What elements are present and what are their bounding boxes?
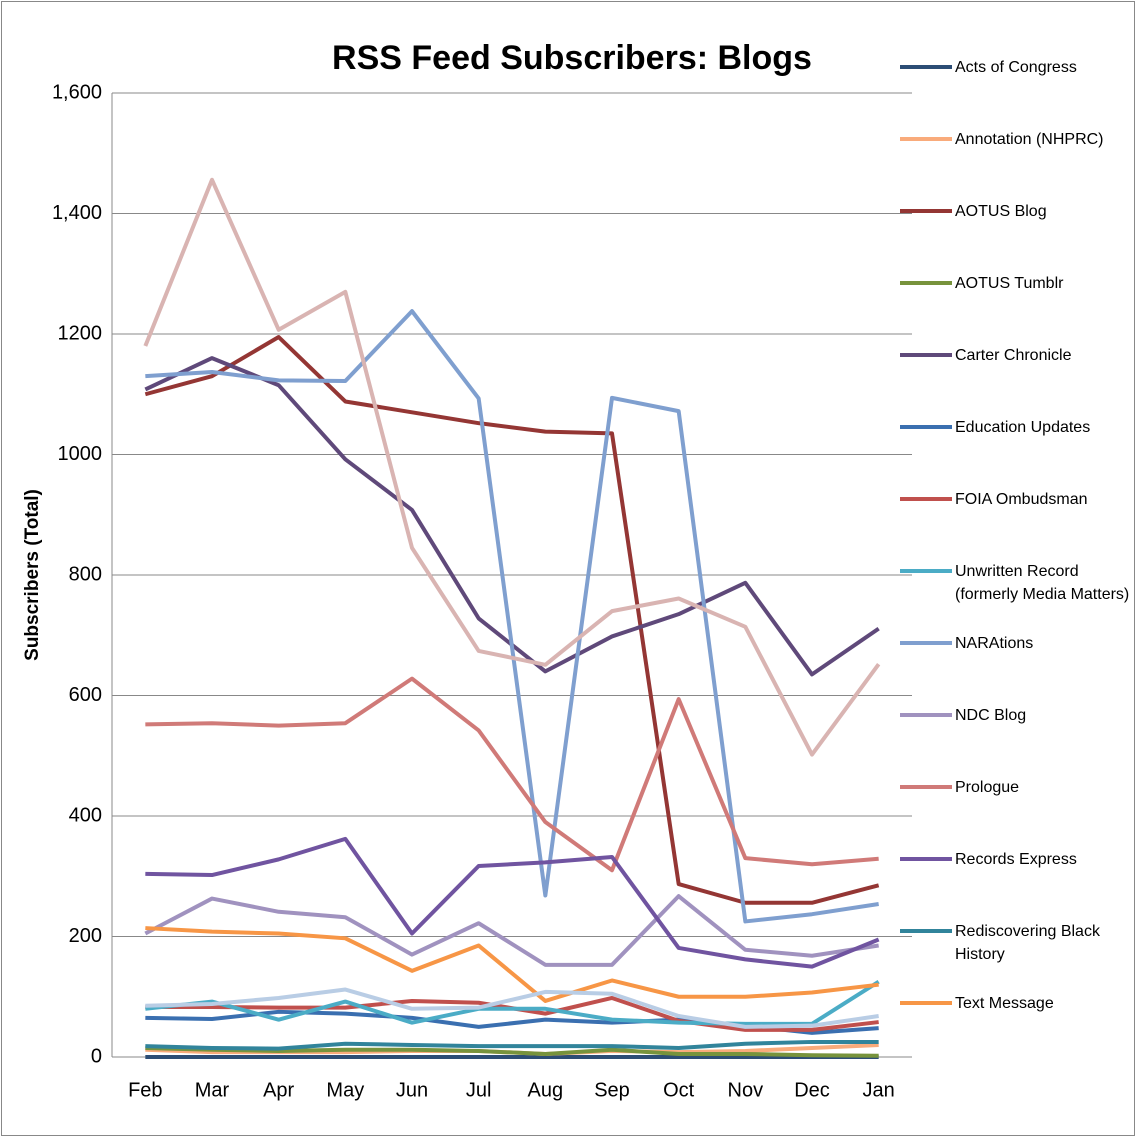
legend-label: NARAtions <box>955 634 1034 652</box>
legend-label: FOIA Ombudsman <box>955 490 1088 508</box>
legend-label: Text Message <box>955 994 1054 1012</box>
y-tick-label: 1200 <box>58 322 103 344</box>
y-tick-label: 200 <box>69 925 102 947</box>
legend-label: Records Express <box>955 850 1077 868</box>
legend-label: NDC Blog <box>955 706 1027 724</box>
x-tick-label: Sep <box>594 1079 630 1101</box>
x-tick-label: Oct <box>663 1079 695 1101</box>
series-line <box>144 335 880 905</box>
y-tick-label: 1000 <box>58 443 103 465</box>
y-tick-label: 400 <box>69 804 102 826</box>
x-tick-label: Apr <box>263 1079 294 1101</box>
y-tick-label: 800 <box>69 563 102 585</box>
series-line <box>145 836 880 969</box>
legend-label: Acts of Congress <box>955 58 1077 76</box>
y-axis-label: Subscribers (Total) <box>22 489 43 661</box>
y-tick-label: 1,600 <box>52 81 102 103</box>
series-line <box>144 894 879 967</box>
legend-label: Education Updates <box>955 418 1091 436</box>
series-line <box>144 356 880 677</box>
x-tick-label: May <box>326 1079 364 1101</box>
x-tick-label: Jun <box>396 1079 428 1101</box>
legend-label: Prologue <box>955 778 1020 796</box>
legend-label: AOTUS Blog <box>955 202 1047 220</box>
series-line <box>145 1045 879 1058</box>
y-tick-label: 1,400 <box>52 202 102 224</box>
x-tick-label: Jan <box>863 1079 895 1101</box>
series-line <box>145 309 879 924</box>
legend-label: AOTUS Tumblr <box>955 274 1064 292</box>
y-tick-label: 0 <box>91 1045 102 1067</box>
x-tick-label: Mar <box>195 1079 230 1101</box>
chart-title: RSS Feed Subscribers: Blogs <box>332 39 812 77</box>
series-line <box>145 987 879 1029</box>
x-tick-label: Nov <box>728 1079 764 1101</box>
legend-label: Rediscovering Black History <box>955 922 1100 963</box>
y-tick-label: 600 <box>69 684 102 706</box>
series-line <box>145 926 879 1003</box>
series-line <box>145 1039 879 1051</box>
series-line <box>145 979 880 1026</box>
legend-label: Carter Chronicle <box>955 346 1072 364</box>
x-tick-label: Aug <box>528 1079 564 1101</box>
legend-label: Unwritten Record (formerly Media Matters… <box>955 562 1130 603</box>
x-tick-label: Jul <box>466 1079 492 1101</box>
series-line <box>145 676 879 873</box>
series-line <box>143 177 881 757</box>
x-tick-label: Dec <box>794 1079 830 1101</box>
legend-label: Annotation (NHPRC) <box>955 130 1104 148</box>
x-tick-label: Feb <box>128 1079 162 1101</box>
